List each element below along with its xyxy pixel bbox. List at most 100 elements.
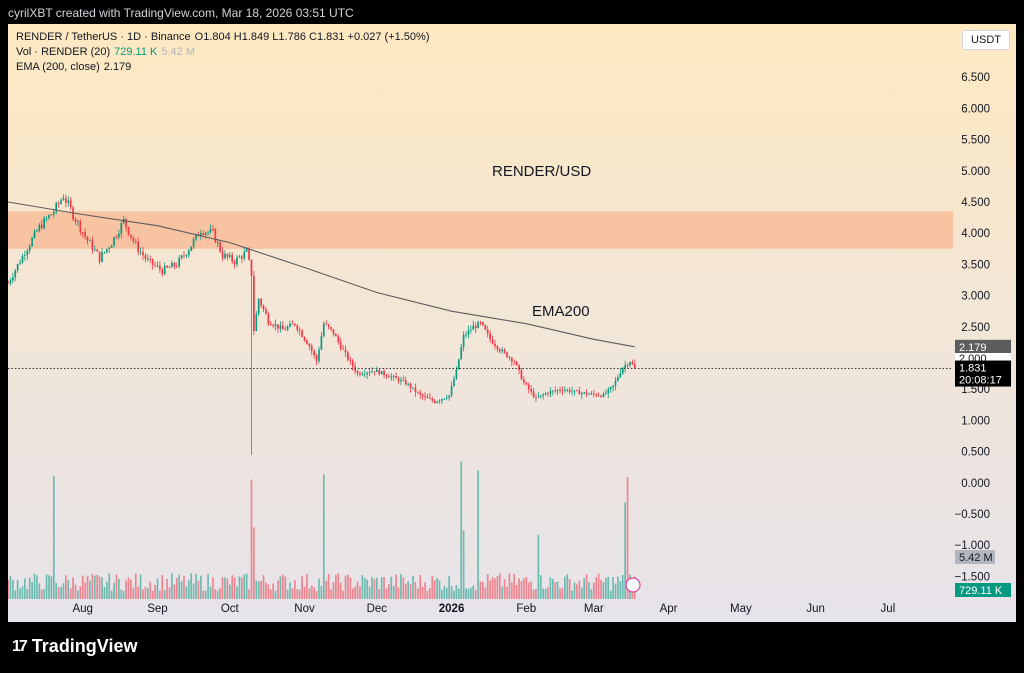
volume-bar bbox=[224, 577, 226, 599]
volume-bar bbox=[294, 580, 296, 599]
candle-body bbox=[564, 390, 566, 391]
volume-bar bbox=[93, 575, 96, 599]
volume-bar bbox=[573, 582, 576, 599]
volume-bar bbox=[489, 580, 491, 599]
candle-body bbox=[612, 385, 614, 388]
y-tick-label: 0.000 bbox=[961, 478, 990, 490]
volume-bar bbox=[554, 582, 557, 599]
volume-bar bbox=[257, 581, 260, 599]
volume-bar bbox=[441, 589, 443, 599]
candle-body bbox=[38, 224, 41, 231]
ema200-line bbox=[8, 201, 635, 348]
candle-body bbox=[277, 324, 279, 329]
volume-bar bbox=[470, 587, 472, 599]
volume-bar bbox=[590, 589, 593, 599]
volume-bar bbox=[544, 589, 547, 599]
candle-body bbox=[554, 390, 557, 392]
volume-bar bbox=[110, 590, 113, 599]
candle-body bbox=[127, 227, 130, 235]
y-tick-label: 1.500 bbox=[961, 384, 990, 396]
chart-panel[interactable]: 6.500 6.000 5.500 5.000 4.500 4.000 3.500 3.000… bbox=[8, 24, 1016, 622]
candle-body bbox=[472, 325, 475, 330]
candle-body bbox=[602, 393, 605, 397]
volume-bar bbox=[472, 585, 475, 599]
currency-button[interactable]: USDT bbox=[962, 30, 1010, 50]
x-tick-label: May bbox=[730, 603, 752, 615]
volume-bar bbox=[404, 583, 407, 599]
candle-body bbox=[113, 237, 115, 246]
candle-body bbox=[455, 369, 458, 379]
candle-body bbox=[31, 238, 33, 247]
volume-bar bbox=[339, 582, 342, 599]
candle-body bbox=[605, 393, 607, 394]
countdown-text: 20:08:17 bbox=[959, 375, 1002, 387]
tradingview-logo[interactable]: 17 TradingView bbox=[12, 636, 138, 657]
volume-bar bbox=[313, 587, 316, 599]
candle-body bbox=[588, 393, 590, 395]
y-tick-label: 6.500 bbox=[961, 72, 990, 84]
ema-price-tag-text: 2.179 bbox=[959, 342, 987, 354]
candle-body bbox=[327, 324, 330, 328]
volume-bar bbox=[315, 590, 318, 599]
candle-body bbox=[429, 397, 431, 399]
candle-body bbox=[183, 255, 185, 257]
legend-ema-label[interactable]: EMA (200, close) bbox=[16, 61, 100, 73]
candle-body bbox=[489, 333, 491, 340]
candle-body bbox=[57, 203, 60, 204]
volume-bar bbox=[19, 588, 21, 599]
candle-body bbox=[168, 267, 171, 269]
volume-bar bbox=[228, 584, 231, 599]
volume-bar bbox=[151, 590, 154, 599]
candle-body bbox=[8, 283, 9, 284]
volume-bar bbox=[8, 579, 9, 599]
volume-bar bbox=[612, 577, 614, 599]
candle-body bbox=[274, 324, 277, 327]
candle-body bbox=[580, 393, 583, 395]
volume-bar bbox=[125, 580, 127, 599]
volume-bar bbox=[310, 585, 313, 599]
candle-body bbox=[137, 241, 140, 253]
volume-bar bbox=[332, 582, 335, 599]
candle-body bbox=[279, 325, 282, 329]
volume-bar bbox=[474, 589, 477, 599]
candle-body bbox=[101, 252, 103, 262]
candle-body bbox=[426, 396, 429, 398]
flash-icon[interactable] bbox=[625, 577, 641, 593]
candle-body bbox=[248, 249, 250, 260]
volume-bars bbox=[8, 461, 636, 599]
candle-body bbox=[86, 236, 89, 241]
candle-body bbox=[134, 241, 137, 243]
volume-bar bbox=[359, 586, 361, 599]
volume-bar bbox=[289, 582, 291, 599]
legend-ema-value: 2.179 bbox=[103, 61, 132, 73]
candle-body bbox=[390, 376, 393, 378]
volume-bar bbox=[477, 470, 479, 599]
x-tick-label: Sep bbox=[147, 603, 167, 615]
y-tick-label: 3.000 bbox=[961, 291, 990, 303]
volume-bar bbox=[566, 574, 569, 599]
volume-bar bbox=[139, 574, 142, 599]
candle-body bbox=[315, 355, 318, 362]
price-chart[interactable]: 6.500 6.000 5.500 5.000 4.500 4.000 3.500 3.000… bbox=[8, 24, 1016, 622]
volume-bar bbox=[146, 588, 149, 599]
volume-bar bbox=[267, 584, 270, 599]
legend-vol-label[interactable]: Vol · RENDER (20) bbox=[16, 46, 111, 58]
x-tick-label: Feb bbox=[516, 603, 536, 615]
volume-bar bbox=[101, 577, 103, 599]
candle-body bbox=[407, 383, 410, 385]
candle-body bbox=[77, 220, 79, 222]
volume-bar bbox=[337, 573, 340, 599]
volume-bar bbox=[286, 589, 289, 599]
legend-symbol[interactable]: RENDER / TetherUS · 1D · Binance bbox=[16, 31, 191, 43]
volume-bar bbox=[479, 581, 482, 599]
candle-body bbox=[231, 254, 234, 262]
candle-body bbox=[527, 384, 530, 390]
volume-bar bbox=[255, 580, 258, 599]
volume-bar bbox=[250, 479, 253, 599]
candle-body bbox=[549, 391, 552, 394]
candle-body bbox=[568, 389, 571, 392]
legend: RENDER / TetherUS · 1D · Binance O1.804 H… bbox=[16, 30, 429, 75]
candle-body bbox=[9, 280, 12, 284]
candle-body bbox=[154, 264, 156, 266]
candle-body bbox=[144, 255, 147, 259]
